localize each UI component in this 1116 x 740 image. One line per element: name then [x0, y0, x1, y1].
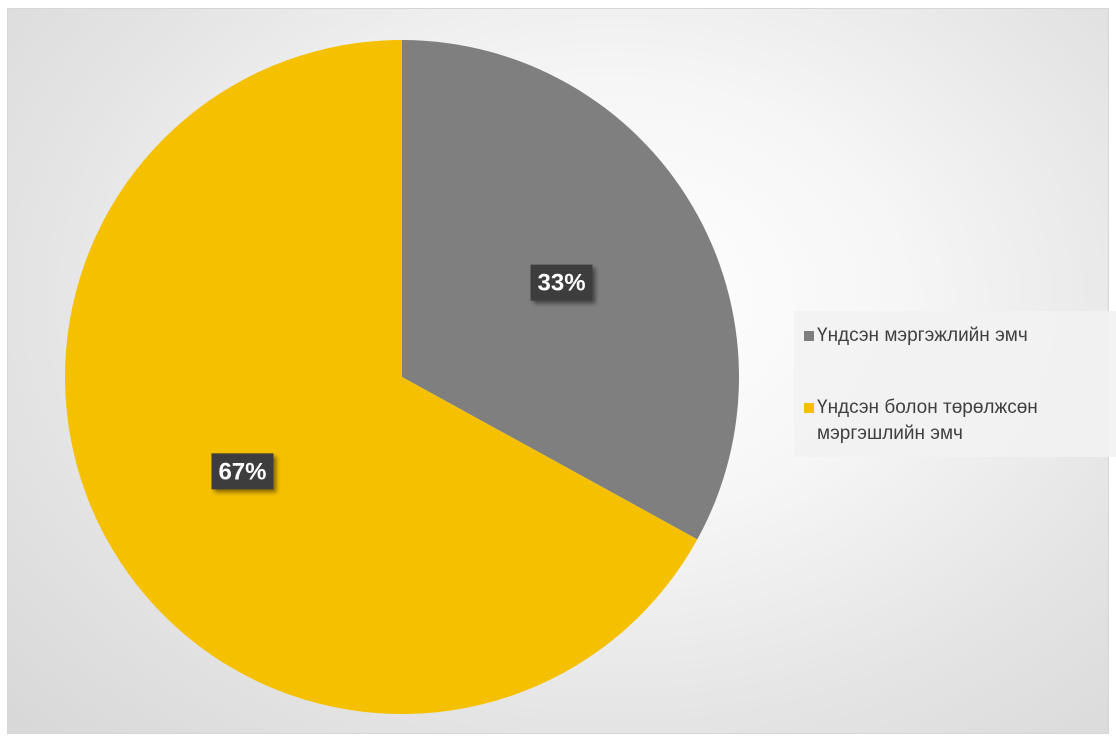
legend-swatch-icon — [804, 403, 814, 413]
chart-legend: Үндсэн мэргэжлийн эмч Үндсэн болон төрөл… — [794, 311, 1116, 457]
data-label: 67% — [211, 453, 274, 490]
pie-slice — [65, 40, 698, 715]
pie-chart: 33% 67% — [65, 40, 740, 715]
data-label-text: 33% — [538, 270, 586, 297]
legend-item: Үндсэн мэргэжлийн эмч — [804, 323, 1112, 349]
data-label-text: 67% — [218, 458, 266, 485]
chart-area: 33% 67% Үндсэн мэргэжлийн эмч Үндсэн боло… — [7, 8, 1116, 734]
legend-swatch-icon — [804, 331, 814, 341]
legend-label: Үндсэн мэргэжлийн эмч — [817, 325, 1028, 346]
legend-item: Үндсэн болон төрөлжсөн мэргэшлийн эмч — [804, 395, 1112, 447]
legend-label: Үндсэн болон төрөлжсөн мэргэшлийн эмч — [817, 397, 1038, 444]
data-label-box — [211, 453, 274, 490]
data-label-box — [530, 264, 593, 301]
data-label: 33% — [530, 264, 593, 301]
